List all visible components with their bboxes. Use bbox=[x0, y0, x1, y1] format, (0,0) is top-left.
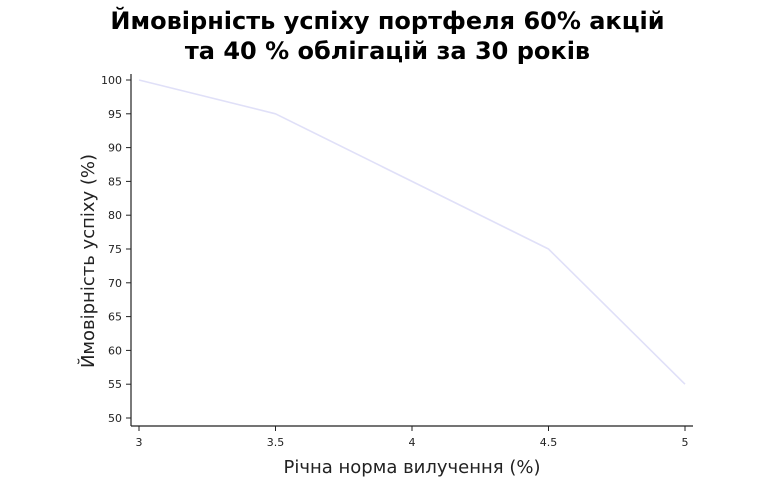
x-tick-label: 3 bbox=[136, 436, 143, 449]
x-tick-label: 3.5 bbox=[267, 436, 285, 449]
series-line bbox=[138, 79, 686, 385]
series-layer bbox=[138, 79, 686, 385]
y-tick-label: 60 bbox=[108, 344, 122, 357]
y-tick-label: 95 bbox=[108, 108, 122, 121]
chart-title-line-2: та 40 % облігацій за 30 років bbox=[184, 37, 591, 65]
y-axis-label: Ймовірність успіху (%) bbox=[77, 154, 99, 368]
x-tick-label: 4.5 bbox=[540, 436, 558, 449]
y-tick-label: 65 bbox=[108, 311, 122, 324]
y-tick-label: 70 bbox=[108, 277, 122, 290]
chart-title: Ймовірність успіху портфеля 60% акцій та… bbox=[0, 6, 775, 66]
y-tick-label: 85 bbox=[108, 175, 122, 188]
y-tick-label: 55 bbox=[108, 378, 122, 391]
y-tick-label: 50 bbox=[108, 412, 122, 425]
x-axis-label: Річна норма вилучення (%) bbox=[284, 457, 541, 478]
y-axis-ticks: 50 55 60 65 70 75 80 85 90 95 100 bbox=[101, 74, 131, 425]
x-tick-label: 5 bbox=[682, 436, 689, 449]
y-tick-label: 90 bbox=[108, 142, 122, 155]
chart-title-line-1: Ймовірність успіху портфеля 60% акцій bbox=[110, 7, 665, 35]
y-tick-label: 75 bbox=[108, 243, 122, 256]
x-tick-label: 4 bbox=[409, 436, 416, 449]
y-tick-label: 100 bbox=[101, 74, 122, 87]
x-axis-ticks: 3 3.5 4 4.5 5 bbox=[136, 426, 689, 449]
y-tick-label: 80 bbox=[108, 209, 122, 222]
